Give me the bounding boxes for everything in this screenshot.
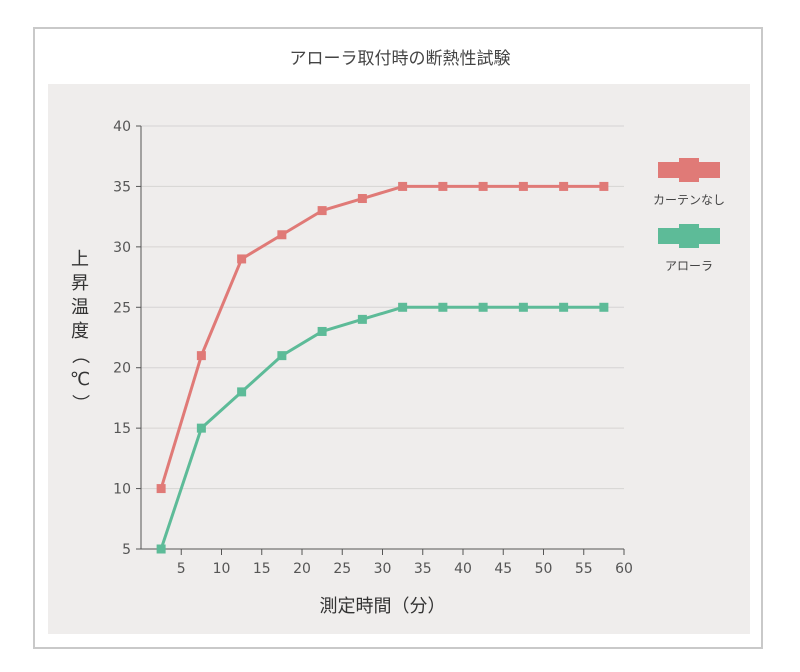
x-tick-label-15: 15 <box>253 561 271 577</box>
data-point-1-11 <box>599 302 609 312</box>
y-label-char: ℃ <box>70 369 90 390</box>
y-tick-label-20: 20 <box>113 361 131 377</box>
plot-panel <box>48 84 750 634</box>
y-tick-label-40: 40 <box>113 119 131 135</box>
y-label-char: 度 <box>71 321 89 342</box>
x-axis-label: 測定時間（分） <box>320 596 446 617</box>
x-tick-label-5: 5 <box>177 561 186 577</box>
chart-title: アローラ取付時の断熱性試験 <box>289 49 511 69</box>
x-tick-label-35: 35 <box>414 561 432 577</box>
y-label-char: ） <box>69 394 90 412</box>
data-point-1-3 <box>277 351 287 361</box>
data-point-0-4 <box>317 206 327 216</box>
series-line-0 <box>159 184 604 490</box>
legend-marker-0 <box>679 158 699 182</box>
data-point-1-0 <box>156 544 166 554</box>
x-tick-label-30: 30 <box>374 561 392 577</box>
y-tick-label-5: 5 <box>122 542 131 558</box>
data-point-0-9 <box>518 181 528 191</box>
data-point-0-3 <box>277 230 287 240</box>
y-tick-labels: 5 10 15 20 25 30 35 40 <box>113 119 131 558</box>
data-point-0-11 <box>599 181 609 191</box>
data-point-0-5 <box>357 194 367 204</box>
y-tick-label-25: 25 <box>113 300 131 316</box>
x-tick-label-10: 10 <box>213 561 231 577</box>
x-tick-label-45: 45 <box>494 561 512 577</box>
x-tick-label-25: 25 <box>333 561 351 577</box>
y-tick-label-15: 15 <box>113 421 131 437</box>
y-tick-label-35: 35 <box>113 179 131 195</box>
y-tick-label-10: 10 <box>113 482 131 498</box>
data-point-0-0 <box>156 484 166 494</box>
data-point-1-4 <box>317 326 327 336</box>
y-tick-label-30: 30 <box>113 240 131 256</box>
series-line-1 <box>159 305 604 550</box>
data-point-1-5 <box>357 314 367 324</box>
data-point-0-10 <box>559 181 569 191</box>
data-point-1-7 <box>438 302 448 312</box>
x-tick-label-20: 20 <box>293 561 311 577</box>
data-point-0-7 <box>438 181 448 191</box>
y-label-char: 温 <box>71 297 89 318</box>
data-point-0-1 <box>196 351 206 361</box>
data-point-1-1 <box>196 423 206 433</box>
data-point-1-8 <box>478 302 488 312</box>
legend-label-0: カーテンなし <box>653 193 725 207</box>
x-tick-label-55: 55 <box>575 561 593 577</box>
data-point-1-9 <box>518 302 528 312</box>
data-point-1-10 <box>559 302 569 312</box>
data-point-1-2 <box>237 387 247 397</box>
data-point-0-8 <box>478 181 488 191</box>
series-group <box>156 181 609 554</box>
x-tick-labels: 5 10 15 20 25 30 35 40 45 50 55 60 <box>177 561 633 577</box>
legend-marker-1 <box>679 224 699 248</box>
x-tick-label-50: 50 <box>535 561 553 577</box>
x-tick-label-40: 40 <box>454 561 472 577</box>
x-tick-label-60: 60 <box>615 561 633 577</box>
axes <box>136 125 625 555</box>
data-point-0-2 <box>237 254 247 264</box>
data-point-0-6 <box>398 181 408 191</box>
data-point-1-6 <box>398 302 408 312</box>
y-label-char: 昇 <box>71 273 89 294</box>
legend-label-1: アローラ <box>665 259 713 273</box>
y-label-char: 上 <box>71 249 89 270</box>
y-label-char: （ <box>69 346 90 364</box>
